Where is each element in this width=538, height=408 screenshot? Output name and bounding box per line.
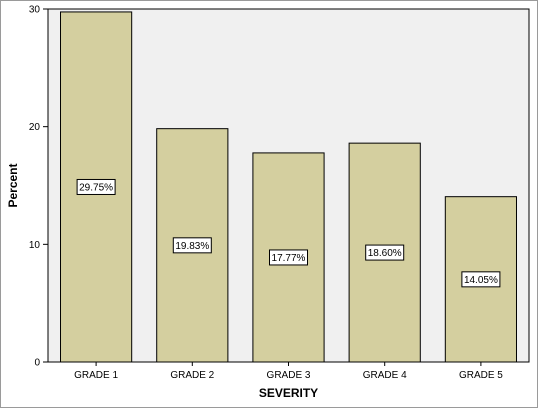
bar-data-label: 18.60% [365, 244, 405, 261]
y-tick-label: 20 [29, 122, 41, 133]
x-tick-label: GRADE 3 [267, 370, 311, 381]
x-tick-label: GRADE 5 [459, 370, 503, 381]
bars [60, 11, 517, 363]
data-label-text: 17.77% [272, 253, 306, 264]
y-axis: 0 10 20 30 [29, 5, 48, 369]
x-axis-title: SEVERITY [259, 386, 318, 400]
bar [348, 142, 421, 363]
data-label-text: 19.83% [175, 241, 209, 252]
bar-data-label: 17.77% [269, 249, 308, 266]
x-tick-label: GRADE 4 [363, 370, 407, 381]
bar-data-label: 14.05% [461, 271, 501, 288]
data-label-box [269, 249, 308, 266]
data-label-box [365, 244, 405, 261]
data-label-box [172, 237, 212, 254]
y-tick-label: 0 [34, 358, 40, 369]
bar-data-labels: 29.75% 19.83% 17.77% 18.60% 14.05% [76, 178, 501, 288]
data-label-text: 29.75% [79, 182, 113, 193]
x-tick-label: GRADE 1 [74, 370, 118, 381]
x-tick-label: GRADE 2 [170, 370, 214, 381]
data-label-text: 18.60% [368, 248, 402, 259]
x-axis: GRADE 1 GRADE 2 GRADE 3 GRADE 4 GRADE 5 [74, 362, 503, 381]
data-label-box [76, 178, 116, 195]
data-label-text: 14.05% [464, 275, 498, 286]
y-tick-label: 30 [29, 5, 41, 16]
data-label-box [461, 271, 501, 288]
y-tick-label: 10 [29, 240, 41, 251]
bar-data-label: 29.75% [76, 178, 116, 195]
bar-data-label: 19.83% [172, 237, 212, 254]
y-axis-title: Percent [6, 163, 20, 207]
